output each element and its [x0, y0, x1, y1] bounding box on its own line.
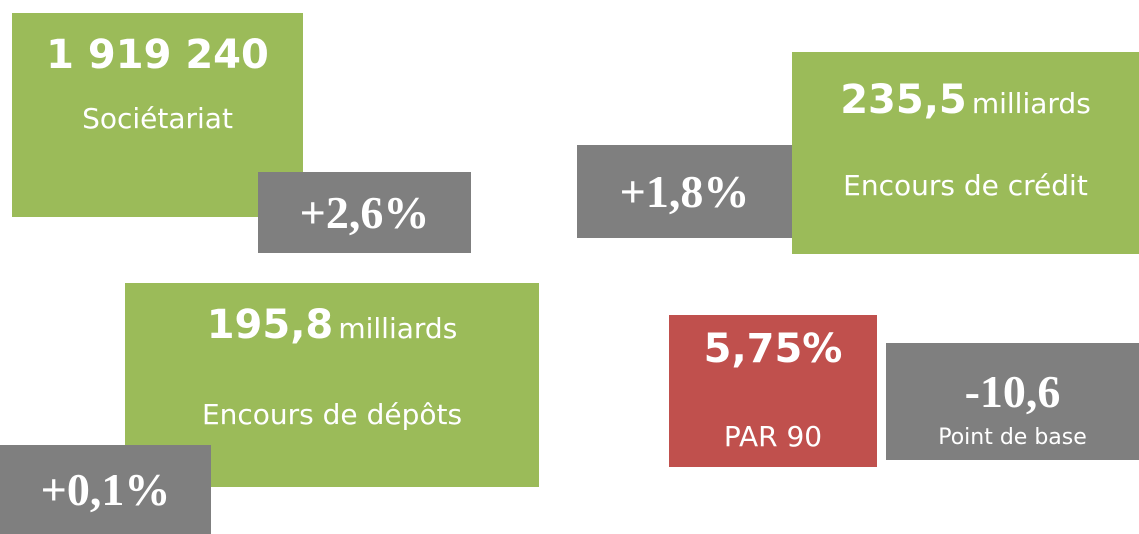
tile-label: PAR 90 — [723, 420, 823, 453]
change-box: +1,8% — [577, 145, 792, 238]
tile: 235,5 milliards Encours de crédit — [792, 52, 1139, 254]
tile-label: Encours de crédit — [843, 169, 1088, 202]
change-value: +2,6% — [299, 187, 430, 238]
tile: 1 919 240 Sociétariat — [12, 13, 303, 217]
tile-heading: 235,5 milliards — [792, 80, 1139, 120]
tile-value: 195,8 — [206, 302, 334, 348]
tile-unit: milliards — [971, 87, 1091, 120]
tile: 5,75% PAR 90 — [669, 315, 877, 467]
tile-heading: 195,8 milliards — [125, 305, 539, 345]
tile-label: Encours de dépôts — [201, 398, 463, 431]
tile-value: 1 919 240 — [46, 32, 269, 78]
tile-label: Sociétariat — [82, 102, 233, 135]
change-value: +0,1% — [40, 464, 171, 515]
change-box: +0,1% — [0, 445, 211, 534]
change-box: +2,6% — [258, 172, 471, 253]
tile-value: 235,5 — [840, 77, 967, 123]
change-label: Point de base — [938, 425, 1087, 450]
change-value: -10,6 — [964, 366, 1061, 417]
change-value: +1,8% — [619, 166, 750, 217]
tile-value: 5,75% — [703, 326, 843, 372]
change-box: -10,6 Point de base — [886, 343, 1139, 460]
tile-unit: milliards — [338, 312, 458, 345]
